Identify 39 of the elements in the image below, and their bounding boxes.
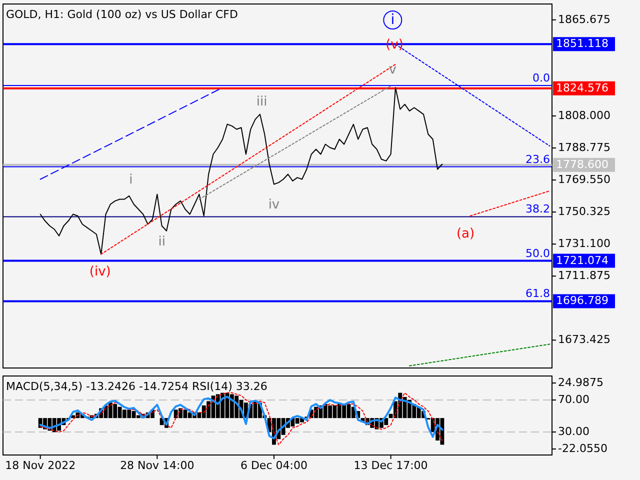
annotation: iv <box>268 198 280 213</box>
line-series <box>40 87 443 255</box>
x-tick-label: 28 Nov 14:00 <box>120 459 194 472</box>
annotation: ii <box>158 234 166 250</box>
ref-line-label: 1696.789 <box>556 294 608 308</box>
ref-line-label: 1778.600 <box>556 158 608 171</box>
annotation: 38.2 <box>526 202 550 216</box>
y-tick-label: 1788.775 <box>558 140 610 154</box>
annotation: 50.0 <box>526 246 550 260</box>
y-tick-label: 1731.100 <box>558 237 610 250</box>
y-tick-label: 1711.875 <box>558 269 610 282</box>
line-series <box>40 392 443 446</box>
x-tick-label: 18 Nov 2022 <box>5 459 76 472</box>
y-tick-label: 1865.675 <box>558 12 610 26</box>
x-tick-label: 6 Dec 04:00 <box>240 459 308 472</box>
annotation: (iv) <box>89 264 111 280</box>
annotation: i <box>390 12 395 28</box>
line-series <box>39 396 444 440</box>
ref-line-label: 1824.576 <box>556 81 608 94</box>
annotation: v <box>388 62 397 78</box>
annotation: 0.0 <box>532 71 550 84</box>
y-tick-label: 24.9875 <box>558 376 604 390</box>
y-tick-label: 1750.325 <box>558 205 610 218</box>
annotation: 61.8 <box>526 287 550 300</box>
ref-line-label: 1721.074 <box>556 254 608 267</box>
y2-tick-label: 70.00 <box>558 393 590 406</box>
y2-tick-label: 30.00 <box>558 425 590 438</box>
ref-line-label: 1851.118 <box>556 37 608 50</box>
y-tick-label: -22.0550 <box>558 442 608 456</box>
y-tick-label: 1808.000 <box>558 108 610 122</box>
annotation: i <box>129 172 133 188</box>
chart-title: MACD(5,34,5) -13.2426 -14.7254 RSI(14) 33.26 <box>6 380 268 393</box>
annotation: 23.6 <box>526 152 550 166</box>
y-tick-label: 1769.550 <box>558 173 610 186</box>
annotation: iii <box>256 94 268 110</box>
y-tick-label: 1673.425 <box>558 333 610 346</box>
chart-title: GOLD, H1: Gold (100 oz) vs US Dollar CFD <box>6 8 238 21</box>
x-tick-label: 13 Dec 17:00 <box>354 459 428 472</box>
annotation: (a) <box>456 226 475 242</box>
